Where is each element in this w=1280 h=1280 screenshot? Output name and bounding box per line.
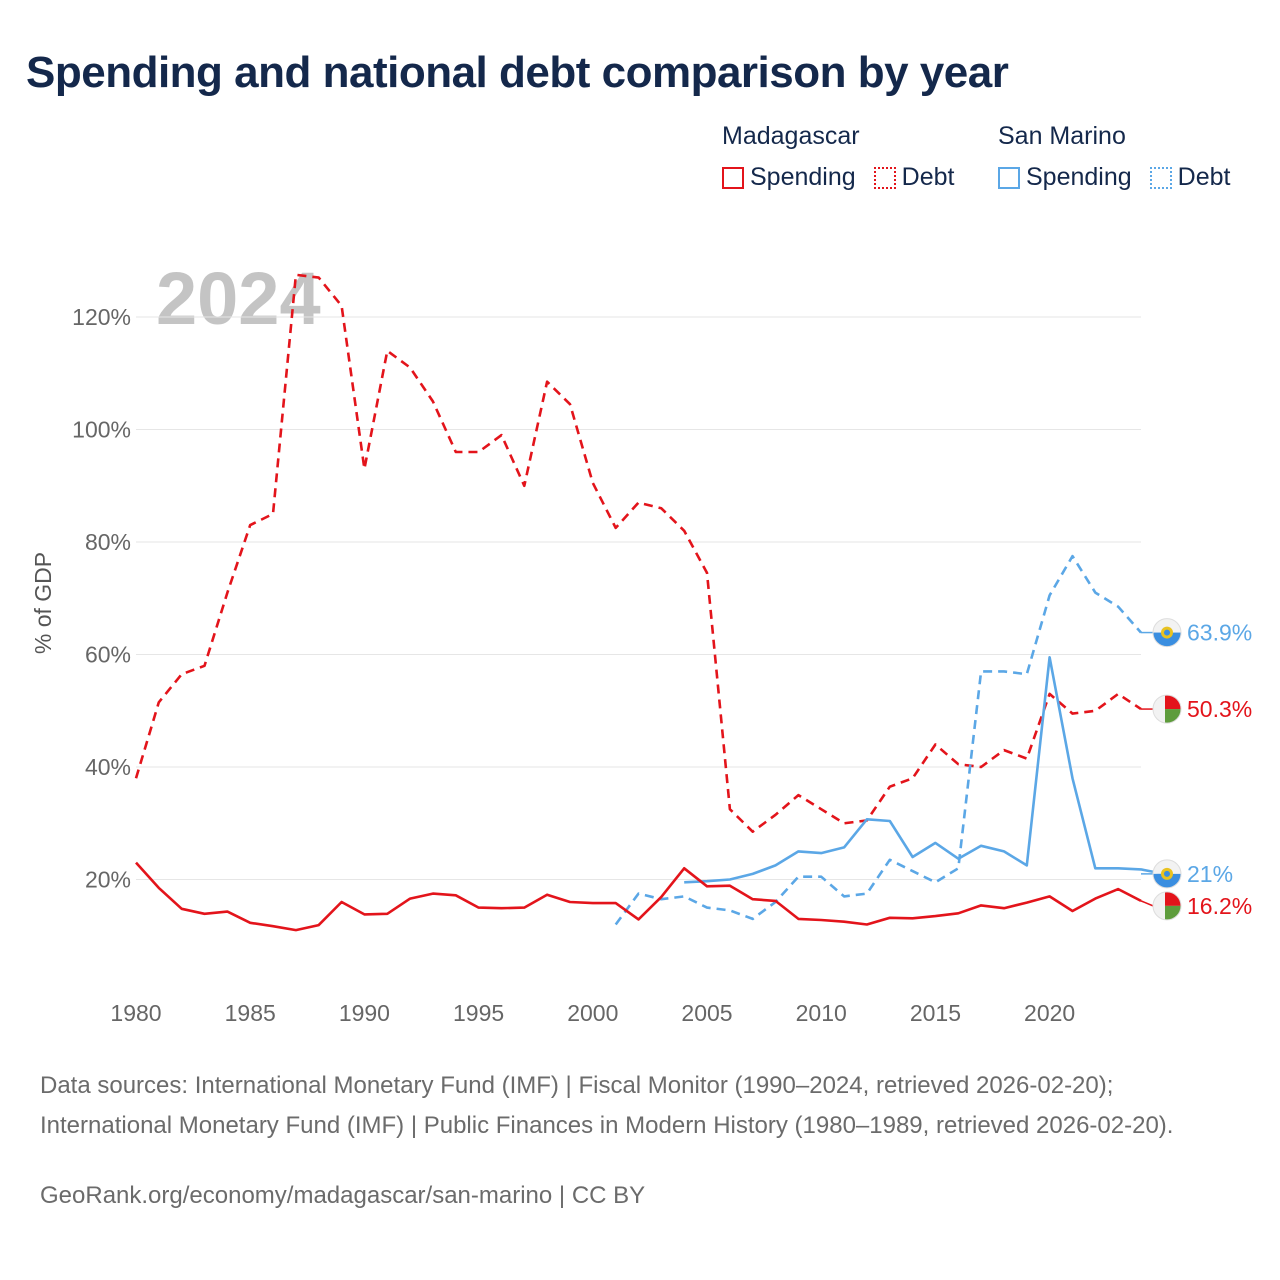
x-tick-label: 2005 — [681, 1000, 732, 1026]
legend-country-madagascar: Madagascar — [722, 122, 860, 150]
x-tick-label: 1995 — [453, 1000, 504, 1026]
x-tick-label: 1980 — [110, 1000, 161, 1026]
legend-group-san-marino: San Marino Spending Debt — [998, 122, 1230, 192]
series-line-san-marino-debt[interactable] — [614, 554, 1142, 926]
x-tick-label: 2015 — [910, 1000, 961, 1026]
line-chart: 2024 20% 40% 60% 80% 100% 120% 1980 1985 1990 19… — [30, 257, 1252, 1026]
chart-title: Spending and national debt comparison by… — [26, 48, 1009, 97]
legend-label: Spending — [750, 163, 856, 191]
legend-swatch-solid-icon — [722, 166, 744, 189]
data-sources: Data sources: International Monetary Fun… — [40, 1072, 1174, 1139]
y-tick-label: 80% — [85, 529, 131, 555]
y-tick-label: 20% — [85, 867, 131, 893]
legend-item-madagascar-spending[interactable]: Spending — [722, 163, 856, 192]
end-value-label: 16.2% — [1187, 893, 1252, 919]
end-value-label: 50.3% — [1187, 696, 1252, 722]
legend-item-san-marino-spending[interactable]: Spending — [998, 163, 1132, 192]
legend-label: Spending — [1026, 163, 1132, 191]
end-value-label: 21% — [1187, 861, 1233, 887]
san-marino-flag-icon — [1153, 860, 1181, 888]
x-tick-label: 2010 — [796, 1000, 847, 1026]
end-connector — [1140, 900, 1154, 907]
y-tick-label: 60% — [85, 642, 131, 668]
end-value-label: 63.9% — [1187, 620, 1252, 646]
year-watermark: 2024 — [156, 257, 321, 340]
y-tick-label: 100% — [72, 417, 131, 443]
x-tick-label: 2000 — [567, 1000, 618, 1026]
series-line-madagascar-debt[interactable] — [134, 273, 1142, 833]
series-line-madagascar-spending[interactable] — [135, 861, 1142, 932]
credit-link[interactable]: GeoRank.org/economy/madagascar/san-marin… — [40, 1182, 646, 1209]
legend-label: Debt — [901, 163, 955, 191]
legend-item-san-marino-debt[interactable]: Debt — [1149, 163, 1231, 192]
series-line-san-marino-spending[interactable] — [684, 656, 1165, 884]
y-tick-label: 40% — [85, 754, 131, 780]
x-tick-label: 1990 — [339, 1000, 390, 1026]
legend-swatch-solid-icon — [998, 166, 1020, 189]
legend-country-san-marino: San Marino — [998, 122, 1126, 150]
x-tick-label: 1985 — [225, 1000, 276, 1026]
legend-label: Debt — [1177, 163, 1231, 191]
legend-item-madagascar-debt[interactable]: Debt — [873, 163, 955, 192]
madagascar-flag-icon — [1153, 892, 1181, 920]
legend-swatch-dotted-icon — [873, 166, 896, 189]
san-marino-flag-icon — [1153, 619, 1181, 647]
legend-group-madagascar: Madagascar Spending Debt — [722, 122, 954, 192]
y-axis-label: % of GDP — [30, 552, 56, 654]
x-tick-label: 2020 — [1024, 1000, 1075, 1026]
madagascar-flag-icon — [1153, 695, 1181, 723]
legend-swatch-dotted-icon — [1149, 166, 1172, 189]
y-tick-label: 120% — [72, 304, 131, 330]
